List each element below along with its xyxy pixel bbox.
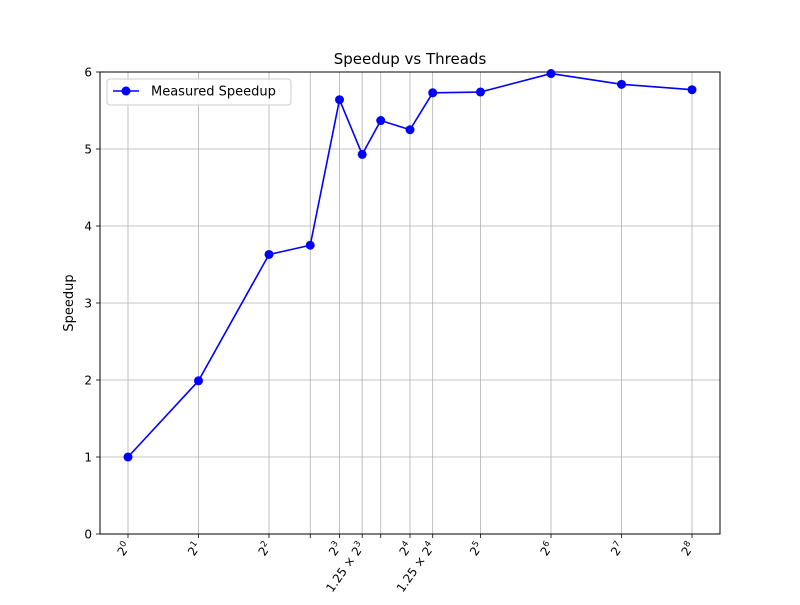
x-tick-label: 24 [396,539,416,558]
x-tick-label: 27 [607,539,627,558]
x-tick-label: 21 [184,539,204,558]
data-point [357,149,367,159]
x-tick-label-exponent: 1 [189,539,200,549]
y-tick-label: 4 [84,220,92,234]
x-tick-label-exponent: 0 [118,539,129,549]
x-tick-label-exponent: 8 [682,539,693,549]
data-point [194,376,203,386]
data-point [335,95,344,105]
legend-entry-measured-speedup: Measured Speedup [151,85,276,100]
data-point [546,69,556,79]
x-tick-label-exponent: 3 [352,539,363,549]
y-axis-ticks: 0 1 2 3 4 5 6 [84,66,100,542]
y-tick-label: 3 [84,297,92,311]
y-tick-label: 0 [84,528,92,542]
series-layer [123,69,697,462]
x-tick-label-exponent: 5 [471,539,482,549]
x-tick-label-exponent: 7 [612,539,623,549]
x-axis-ticks: 20 21 22 231.25 × 23 241.25 × 24 25 26 27 28 [114,534,698,595]
data-point [264,249,274,259]
x-tick-label-exponent: 3 [330,539,341,549]
data-point [687,85,697,95]
y-tick-label: 2 [84,374,92,388]
data-point [305,240,315,250]
x-tick-label-exponent: 6 [541,539,552,549]
x-tick-label: 26 [537,539,557,558]
x-tick-label-exponent: 2 [259,539,270,549]
x-tick-label: 23 [325,539,345,558]
y-tick-label: 1 [84,451,92,465]
x-tick-label: 20 [114,539,134,558]
x-tick-label-exponent: 4 [423,539,434,549]
legend-box [106,78,292,106]
x-tick-label-prefix: 1.25 × [394,550,431,594]
chart-title: Speedup vs Threads [334,50,487,68]
grid [100,71,720,535]
legend-marker-swatch [121,86,131,96]
data-point [617,79,626,89]
y-tick-label: 6 [84,66,92,80]
x-tick-label: 28 [678,539,698,558]
data-point [376,116,386,126]
data-point [405,125,415,135]
data-point [123,452,133,462]
x-tick-label: 22 [255,539,275,558]
legend: Measured Speedup [106,78,292,106]
data-point [476,87,485,97]
y-axis-label: Speedup [62,274,77,331]
data-point [428,88,438,98]
x-tick-label: 25 [466,539,486,558]
y-tick-label: 5 [84,143,92,157]
x-tick-label-prefix: 1.25 × [323,550,360,594]
x-tick-label-exponent: 4 [400,539,411,549]
